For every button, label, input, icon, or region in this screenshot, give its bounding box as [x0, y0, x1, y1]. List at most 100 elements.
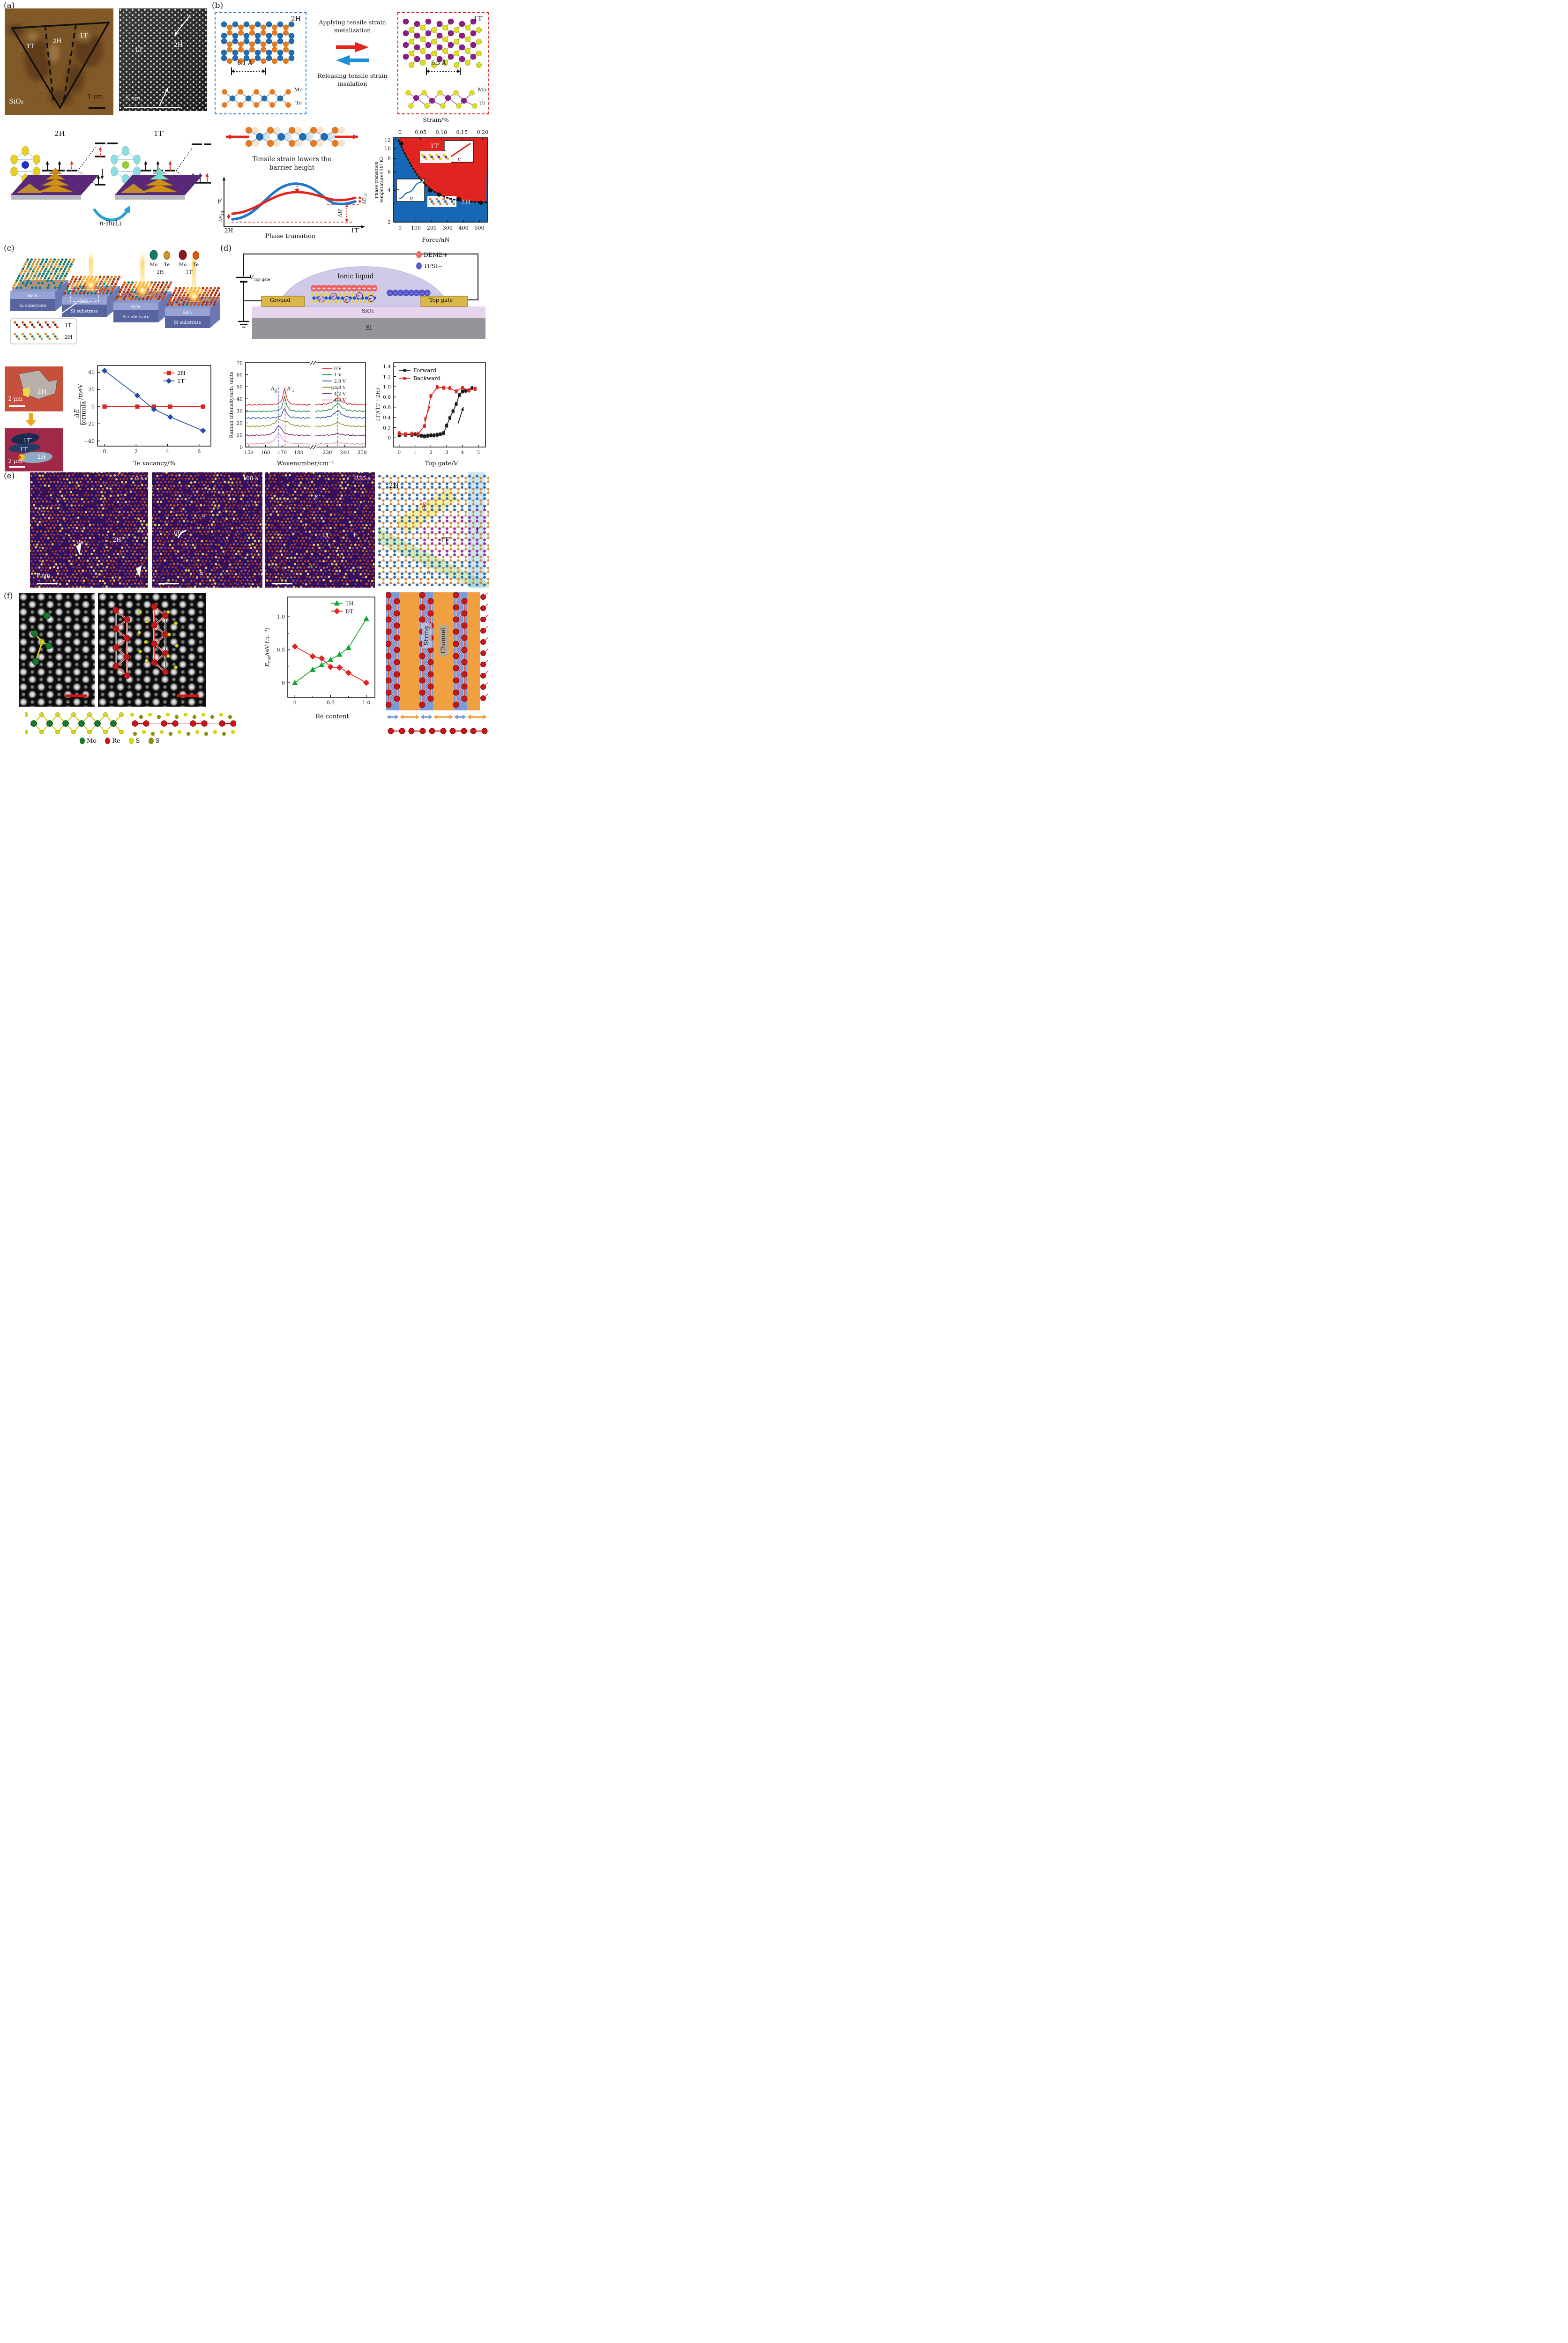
angle-label: 60°	[174, 530, 184, 536]
cation-legend: DEME+	[416, 251, 448, 258]
svg-text:50: 50	[237, 384, 243, 390]
svg-text:+: +	[312, 286, 316, 291]
reagent-rest: -BuLi	[104, 220, 121, 227]
svg-text:ΔE1T′: ΔE1T′	[362, 193, 368, 205]
svg-text:250: 250	[358, 450, 367, 455]
svg-text:6: 6	[197, 448, 201, 455]
svg-text:180: 180	[294, 450, 303, 455]
stem-a-scalebar	[124, 107, 181, 109]
stem-frame-220s: 220 s β 1T′ γ α	[265, 472, 375, 588]
svg-text:Forward: Forward	[413, 367, 437, 373]
svg-text:0.4: 0.4	[383, 415, 391, 421]
deltae-ylabel: ΔE formula/meV	[72, 369, 88, 440]
panel-a-label: (a)	[4, 1, 15, 10]
e3-1t-label: 1T′	[322, 531, 331, 538]
svg-text:2: 2	[134, 448, 138, 455]
beta-label: β	[314, 493, 318, 500]
string-channel-canvas	[386, 592, 488, 734]
stem-a-1t-label: 1T	[134, 47, 143, 54]
svg-text:1: 1	[413, 450, 417, 455]
svg-text:Si substrate: Si substrate	[19, 303, 46, 308]
svg-text:4: 4	[166, 448, 169, 455]
svg-text:3.8 V: 3.8 V	[334, 385, 346, 390]
svg-text:V: V	[410, 197, 414, 202]
stem-0s-canvas	[30, 472, 148, 588]
atomic-model-canvas	[378, 472, 489, 588]
laser-writing-illustration: SiO₂ Si substrate SiO₂ Si substrate SiO₂ Si s…	[10, 250, 220, 344]
panel-b-label: (b)	[212, 1, 224, 10]
svg-text:SiO₂: SiO₂	[28, 293, 37, 298]
legend-swatch	[148, 738, 154, 744]
afm-image: 1T 2H 1T SiO₂ 1 μm	[5, 8, 113, 115]
alpha-bottom-label: α	[199, 570, 203, 577]
time-100s: 100 s	[242, 475, 258, 482]
panel-f-label: (f)	[4, 591, 13, 601]
svg-text:−: −	[393, 291, 397, 296]
orbital-2h-label: 2H	[54, 129, 65, 138]
svg-text:40: 40	[237, 396, 243, 402]
legend-item-mo-0: Mo	[80, 738, 97, 745]
svg-text:SiO₂: SiO₂	[131, 305, 141, 310]
legend-swatch	[128, 738, 134, 744]
stem-a-canvas	[119, 8, 207, 111]
svg-text:Te: Te	[164, 262, 170, 268]
ground-label: Ground	[270, 297, 291, 303]
afm-scalebar	[88, 106, 105, 109]
anion-legend: TFSI−	[416, 262, 443, 269]
legend-item-s-2: S	[128, 738, 140, 745]
emix-xlabel: Re content	[315, 713, 349, 720]
svg-text:60: 60	[237, 373, 243, 378]
optical-before-scalebar-label: 2 μm	[8, 395, 23, 403]
svg-text:0.6: 0.6	[383, 405, 391, 410]
svg-text:2H: 2H	[157, 270, 164, 275]
svg-text:Phase transitiontemperature/(1: Phase transitiontemperature/(10² K)	[375, 157, 384, 202]
svg-text:20: 20	[88, 387, 95, 393]
svg-text:2H: 2H	[224, 227, 233, 232]
backward-line1: Releasing tensile strain	[317, 72, 388, 79]
cation-label: DEME+	[424, 251, 448, 258]
svg-text:ΔE2H: ΔE2H	[218, 211, 224, 223]
stem-100s-canvas	[152, 472, 262, 588]
svg-text:0.2: 0.2	[383, 425, 391, 431]
svg-text:0: 0	[239, 445, 243, 450]
afm-region-2h: 2H	[52, 37, 62, 45]
panel-d-label: (d)	[220, 244, 232, 253]
reagent-italic-n: n	[99, 220, 104, 227]
svg-text:Mo: Mo	[150, 262, 157, 268]
orbital-1t-label: 1T′	[154, 129, 164, 138]
svg-text:1T′: 1T′	[177, 378, 186, 384]
svg-text:−: −	[388, 291, 392, 296]
svg-text:5: 5	[477, 450, 480, 455]
legend-item-re-1: Re	[105, 738, 120, 745]
model-beta-label: β	[422, 501, 426, 509]
svg-text:500: 500	[475, 225, 485, 231]
re-dopant-label: Re	[76, 538, 84, 545]
ionic-liquid-label: Ionic liquid	[337, 273, 374, 280]
svg-text:4.4 V: 4.4 V	[334, 398, 346, 403]
phase-top-axis-title: Strain/%	[423, 116, 449, 123]
voltage-sub: Top gate	[254, 277, 270, 282]
svg-text:−: −	[404, 291, 408, 296]
panel-c-label: (c)	[4, 244, 15, 253]
svg-text:170: 170	[277, 450, 287, 455]
laser-conversion-arrow	[25, 413, 37, 426]
svg-text:SiO₂: SiO₂	[79, 299, 89, 304]
legend-text: Re	[112, 738, 120, 745]
sideview-1h	[25, 712, 124, 734]
orbital-diagram: 2H 1T′ n-BuLi	[3, 120, 211, 233]
svg-text:40: 40	[88, 369, 95, 375]
optical-after-1t-a: 1T′	[23, 437, 32, 444]
svg-text:400: 400	[459, 225, 469, 231]
svg-text:e⁻: e⁻	[332, 294, 336, 298]
legend-text: S	[135, 738, 140, 745]
svg-text:−: −	[399, 291, 403, 296]
svg-text:300: 300	[443, 225, 453, 231]
alpha2-sub: 2	[431, 572, 433, 576]
svg-text:1.2: 1.2	[383, 374, 391, 380]
strain-caption: Tensile strain lowers the barrier height	[219, 156, 365, 172]
svg-text:160: 160	[261, 450, 270, 455]
model-1t-label: 1T′	[440, 536, 450, 544]
optical-after-scalebar-label: 2 μm	[8, 458, 23, 465]
topgate-voltage-label: VTop gate	[249, 275, 270, 282]
svg-text:e⁻: e⁻	[358, 294, 361, 298]
